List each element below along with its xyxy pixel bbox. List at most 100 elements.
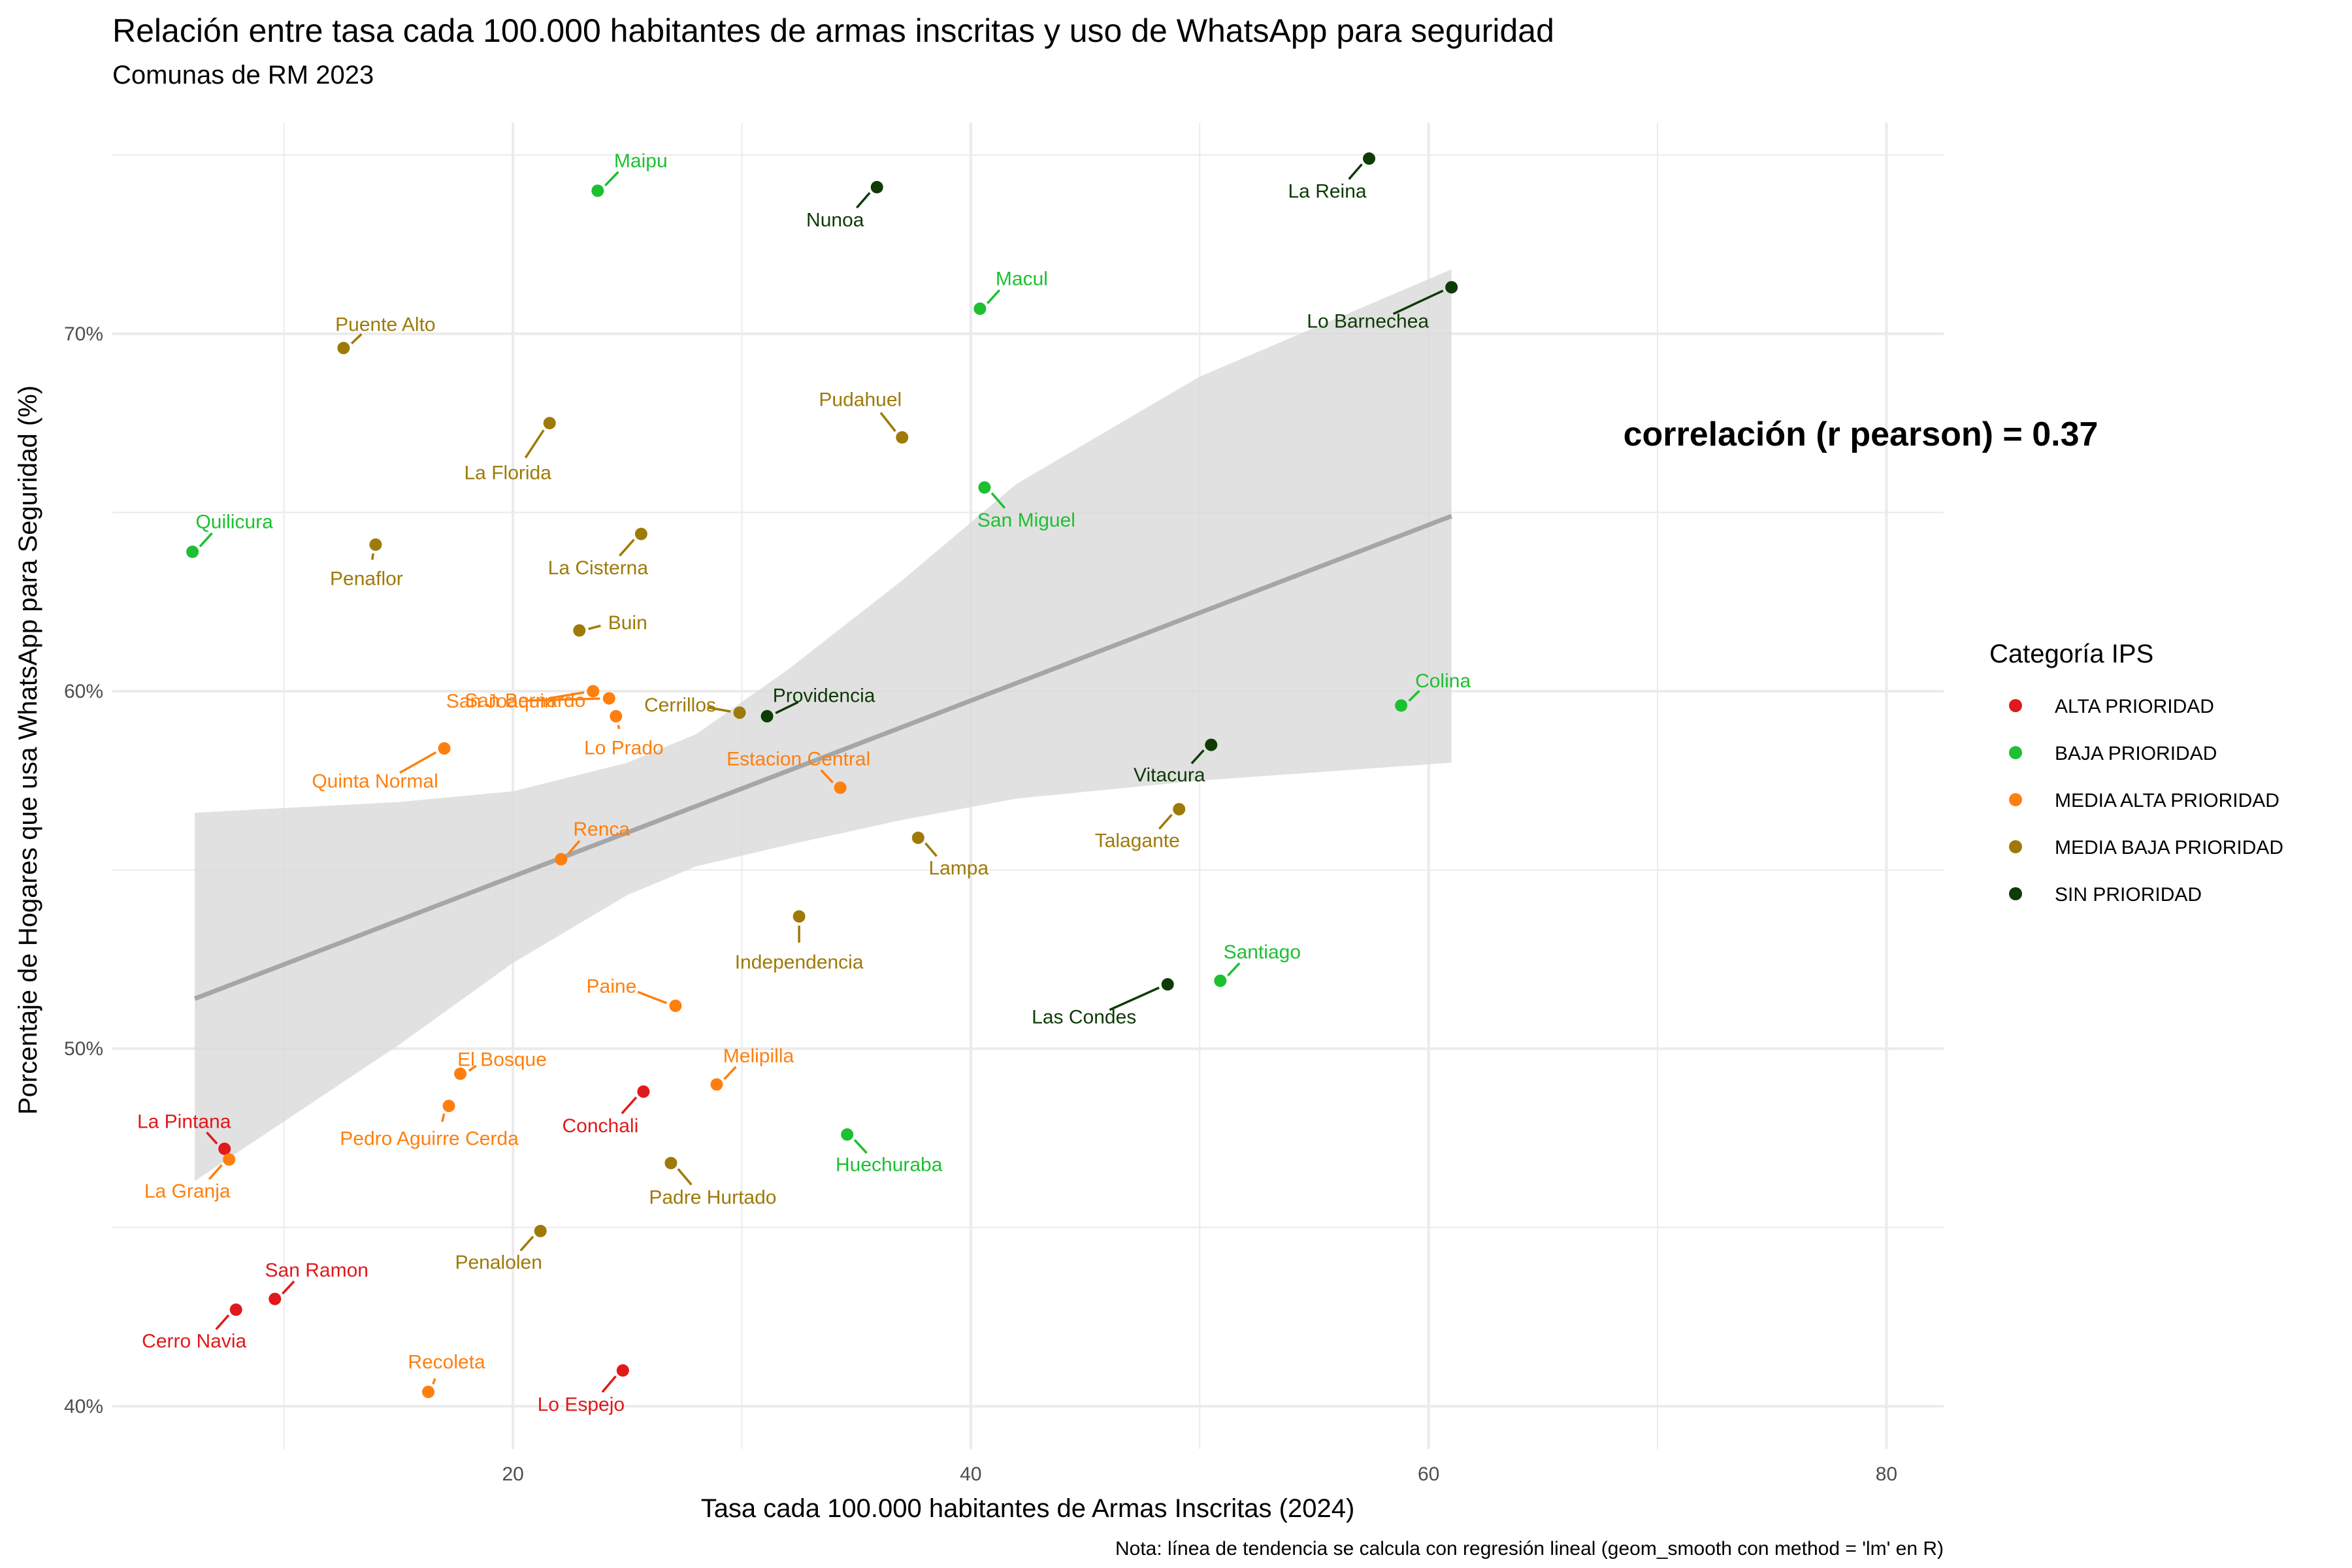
point-puente-alto — [337, 342, 350, 355]
label-santiago: Santiago — [1224, 941, 1301, 963]
segment-nunoa — [856, 191, 871, 209]
x-tick-label: 20 — [502, 1463, 523, 1485]
point-quinta-normal — [438, 742, 451, 755]
label-macul: Macul — [996, 269, 1048, 290]
segment-pudahuel — [879, 412, 896, 433]
segment-san-joaquin — [528, 697, 600, 702]
legend-key-alta-prioridad — [2009, 699, 2022, 712]
label-san-miguel: San Miguel — [977, 510, 1075, 531]
segment-penalolen — [519, 1235, 534, 1252]
point-estacion-central — [834, 781, 847, 794]
axis-ticks: 20 40 60 80 40% 50% 60% 70% — [64, 323, 1897, 1485]
segment-maipu — [604, 171, 619, 187]
segment-san-miguel — [990, 492, 1006, 509]
point-san-bernardo — [587, 685, 600, 698]
label-quinta-normal: Quinta Normal — [312, 771, 438, 792]
point-independencia — [792, 910, 806, 923]
label-puente-alto: Puente Alto — [335, 314, 435, 336]
label-huechuraba: Huechuraba — [836, 1154, 943, 1175]
segment-quilicura — [199, 532, 213, 547]
point-colina — [1395, 699, 1408, 712]
point-cerrillos — [733, 706, 746, 719]
label-talagante: Talagante — [1095, 830, 1180, 852]
segment-la-florida — [524, 429, 545, 459]
point-talagante — [1173, 803, 1186, 816]
segment-penaflor — [371, 553, 375, 560]
segment-recoleta — [432, 1378, 436, 1385]
point-lo-barnechea — [1445, 281, 1458, 294]
label-vitacura: Vitacura — [1134, 764, 1205, 786]
y-tick-label: 40% — [64, 1396, 103, 1417]
point-lo-prado — [610, 710, 623, 723]
label-providencia: Providencia — [773, 685, 875, 706]
label-padre-hurtado: Padre Hurtado — [649, 1186, 776, 1208]
label-el-bosque: El Bosque — [457, 1049, 547, 1070]
label-lo-barnechea: Lo Barnechea — [1307, 311, 1429, 333]
segment-renca — [567, 840, 581, 855]
point-san-ramon — [269, 1292, 282, 1305]
legend-label-media-baja-prioridad: MEDIA BAJA PRIORIDAD — [2055, 837, 2283, 858]
point-lampa — [911, 831, 924, 844]
label-quilicura: Quilicura — [195, 512, 273, 533]
legend-key-baja-prioridad — [2009, 746, 2022, 759]
label-lo-prado: Lo Prado — [584, 737, 664, 759]
point-la-granja — [223, 1153, 236, 1166]
segment-lo-espejo — [601, 1375, 617, 1393]
segment-talagante — [1158, 813, 1173, 830]
point-padre-hurtado — [664, 1156, 678, 1169]
label-la-pintana: La Pintana — [137, 1111, 231, 1132]
segment-la-cisterna — [619, 538, 635, 557]
point-macul — [973, 302, 987, 316]
chart-caption: Nota: línea de tendencia se calcula con … — [1115, 1538, 1944, 1560]
label-la-cisterna: La Cisterna — [548, 557, 649, 579]
segment-lampa — [924, 842, 938, 857]
label-pedro-aguirre-cerda: Pedro Aguirre Cerda — [340, 1128, 519, 1150]
x-tick-label: 80 — [1876, 1463, 1897, 1485]
point-renca — [555, 853, 568, 866]
label-cerro-navia: Cerro Navia — [142, 1331, 246, 1352]
segment-buin — [588, 625, 601, 630]
legend-label-alta-prioridad: ALTA PRIORIDAD — [2055, 696, 2214, 717]
label-melipilla: Melipilla — [723, 1045, 794, 1067]
chart-subtitle: Comunas de RM 2023 — [112, 61, 374, 90]
legend-label-baja-prioridad: BAJA PRIORIDAD — [2055, 743, 2217, 764]
segment-conchali — [621, 1096, 638, 1115]
x-tick-label: 60 — [1418, 1463, 1439, 1485]
y-tick-label: 50% — [64, 1038, 103, 1060]
segment-puente-alto — [350, 333, 363, 345]
point-el-bosque — [454, 1067, 467, 1080]
segment-quinta-normal — [399, 751, 437, 774]
label-conchali: Conchali — [563, 1115, 639, 1137]
point-nunoa — [870, 180, 883, 193]
point-penaflor — [369, 538, 382, 551]
y-axis-title: Porcentaje de Hogares que usa WhatsApp p… — [14, 385, 42, 1115]
segment-estacion-central — [820, 769, 834, 784]
y-tick-label: 60% — [64, 681, 103, 702]
label-las-condes: Las Condes — [1032, 1007, 1136, 1028]
confidence-ribbon — [195, 269, 1452, 1181]
label-la-reina: La Reina — [1288, 181, 1367, 203]
trend-line-path — [193, 514, 1452, 1001]
label-san-ramon: San Ramon — [265, 1260, 368, 1281]
point-providencia — [760, 710, 774, 723]
point-la-cisterna — [634, 527, 647, 540]
point-buin — [573, 624, 586, 637]
segment-el-bosque — [468, 1064, 477, 1072]
point-paine — [669, 1000, 682, 1013]
label-colina: Colina — [1415, 670, 1471, 692]
point-conchali — [637, 1085, 650, 1098]
label-san-joaquin: San Joaquin — [446, 691, 555, 712]
label-lampa: Lampa — [928, 857, 988, 879]
data-points — [186, 152, 1458, 1398]
point-vitacura — [1205, 738, 1218, 751]
label-cerrillos: Cerrillos — [644, 694, 716, 716]
ribbon-area — [195, 269, 1452, 1181]
label-la-florida: La Florida — [465, 463, 552, 484]
legend-label-media-alta-prioridad: MEDIA ALTA PRIORIDAD — [2055, 790, 2279, 811]
segment-san-ramon — [282, 1280, 295, 1295]
segment-padre-hurtado — [677, 1168, 693, 1186]
label-san-bernardo: San Bernardo — [465, 690, 585, 711]
label-renca: Renca — [573, 819, 630, 840]
label-penaflor: Penaflor — [330, 568, 403, 590]
